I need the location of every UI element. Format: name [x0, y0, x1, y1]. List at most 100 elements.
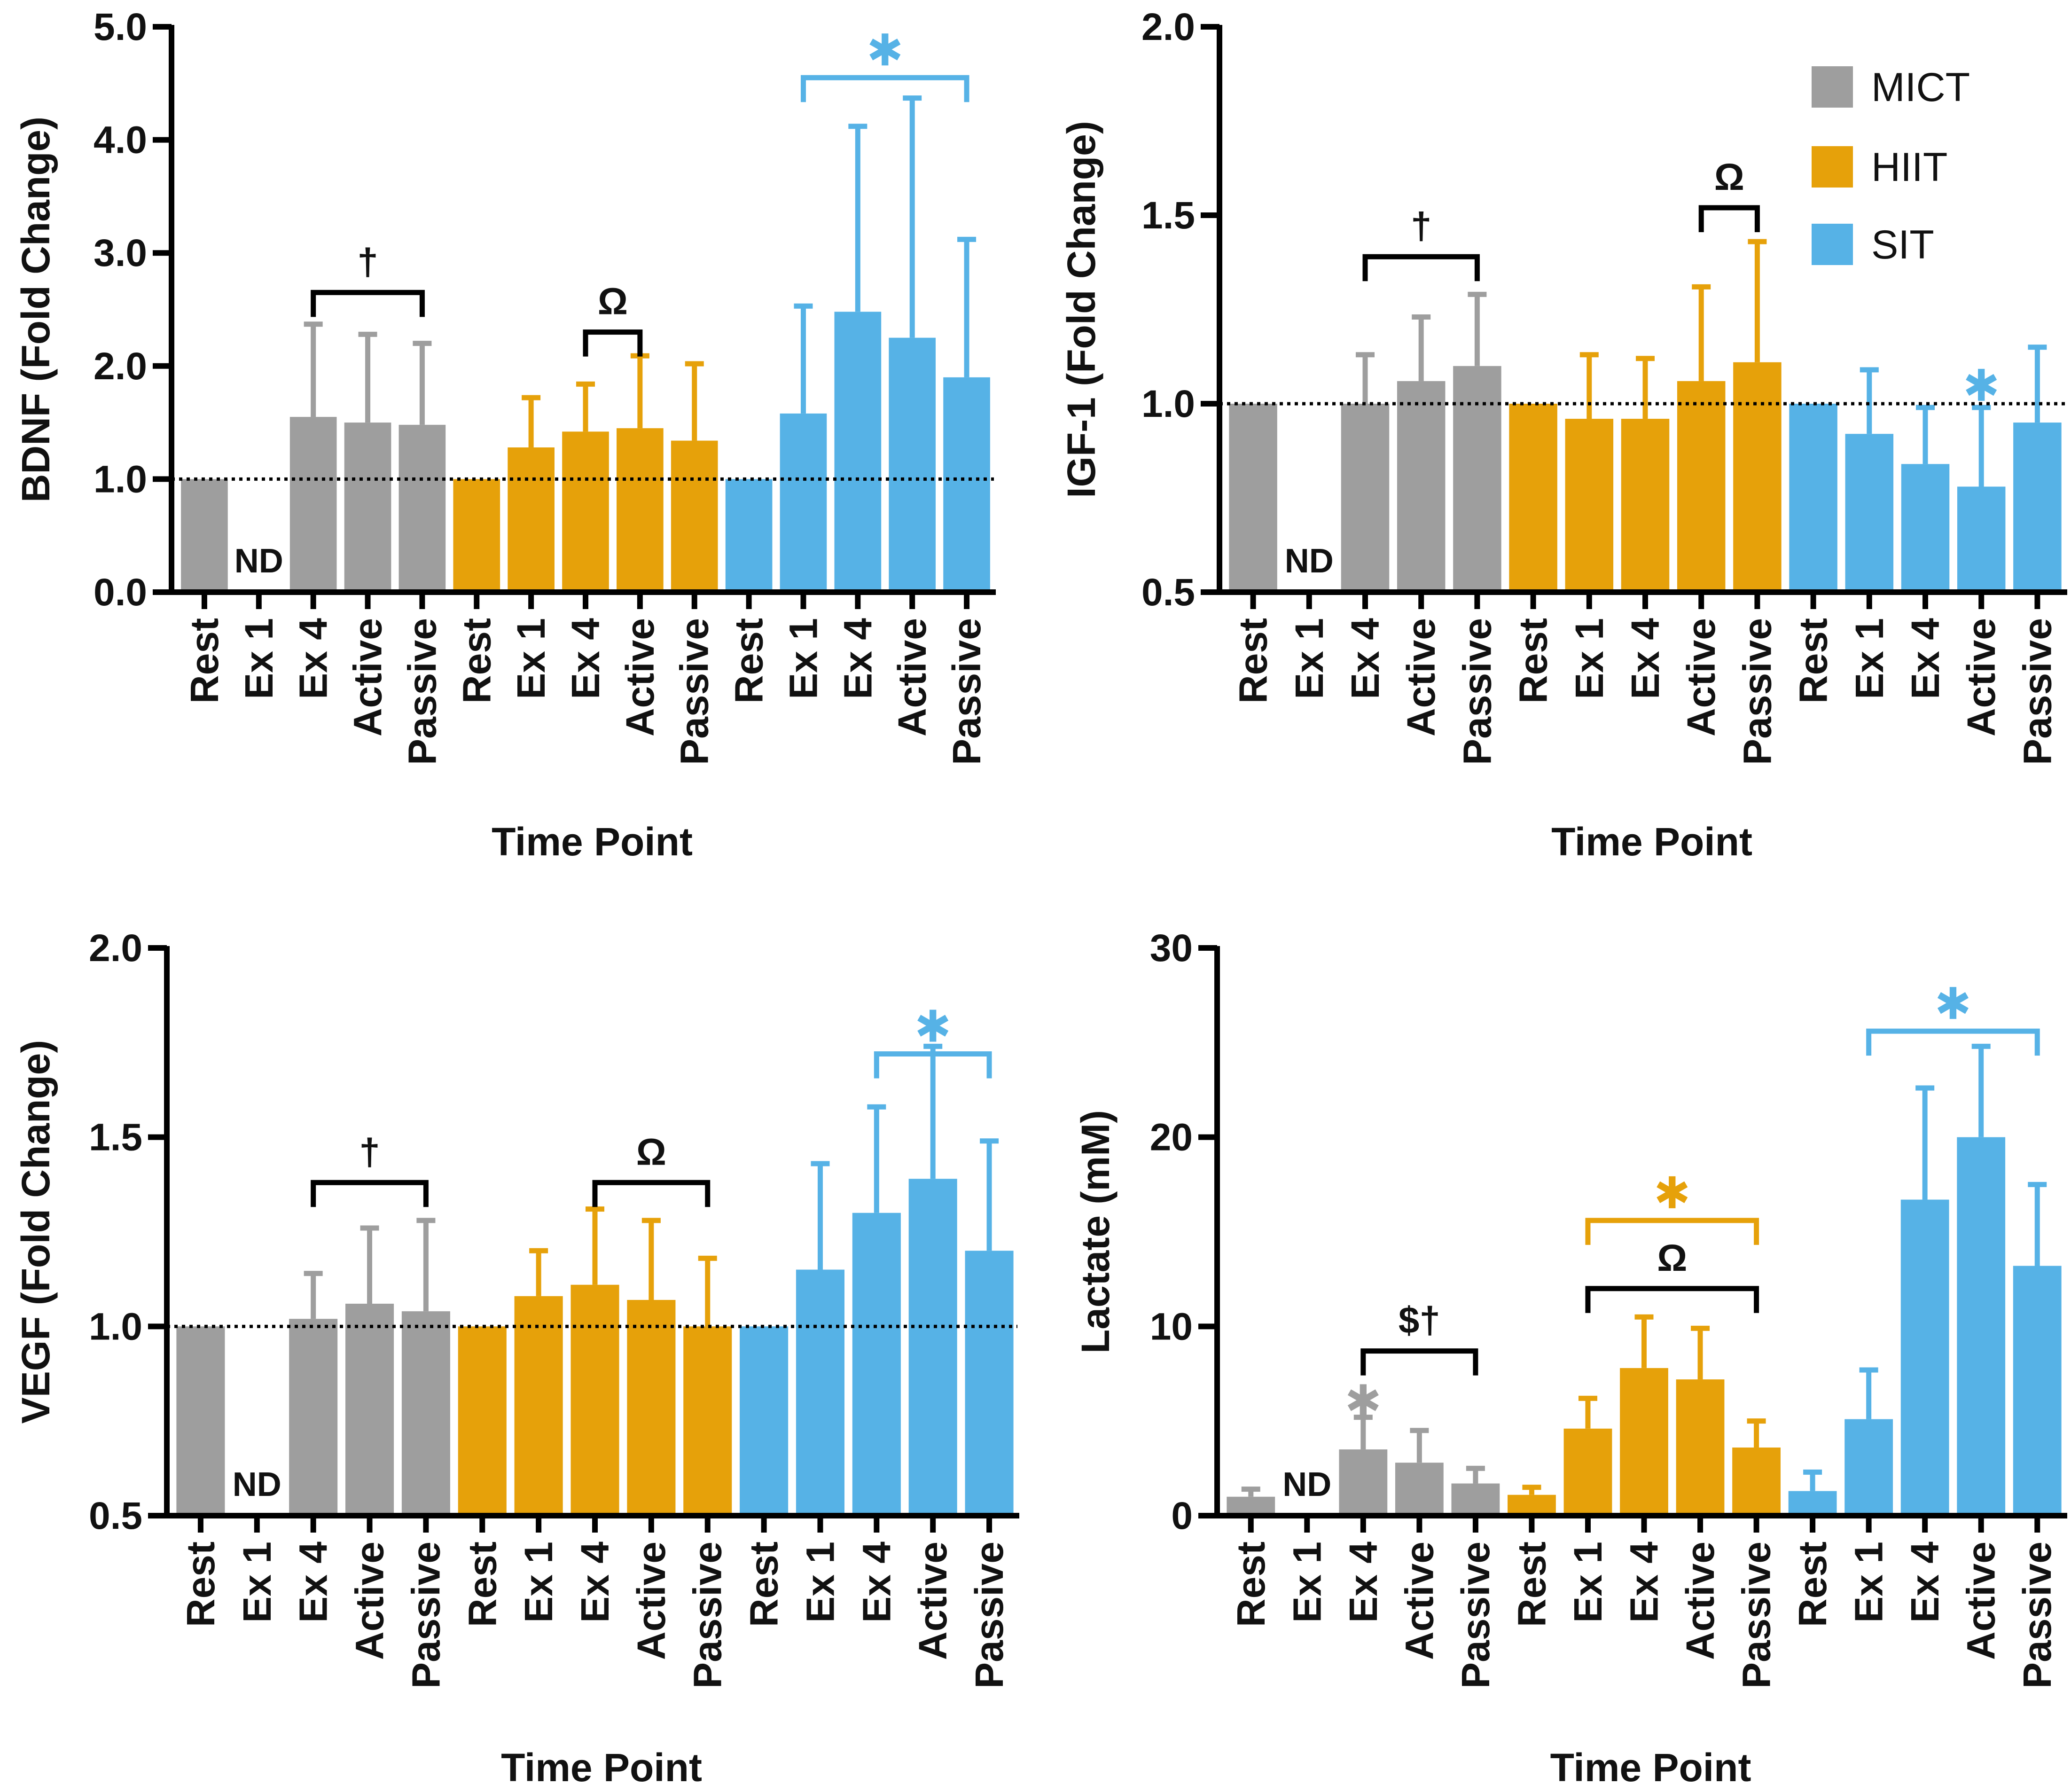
x-tick-label: Passive — [1735, 618, 1779, 765]
bar-sit-2 — [852, 1213, 901, 1516]
x-tick-label: Ex 4 — [573, 1542, 617, 1623]
x-tick-label: Rest — [1791, 618, 1836, 704]
bar-hiit-4 — [671, 440, 718, 592]
significance-symbol: † — [357, 241, 378, 282]
significance-bracket — [1585, 1218, 1759, 1245]
x-tick-label: Passive — [2015, 618, 2059, 765]
bar-sit-0 — [740, 1326, 789, 1516]
y-axis-label: VEGF (Fold Change) — [14, 1040, 58, 1424]
significance-star — [917, 1009, 949, 1042]
significance-bracket — [311, 1180, 429, 1207]
significance-star-stroke — [869, 39, 901, 61]
x-tick-label: Rest — [1229, 1542, 1273, 1627]
x-tick-label: Passive — [1735, 1542, 1779, 1689]
x-tick-label: Ex 1 — [781, 618, 825, 699]
x-tick-label: Active — [348, 1542, 392, 1660]
significance-star-stroke — [1347, 1389, 1379, 1411]
bar-sit-4 — [965, 1251, 1014, 1516]
vegf-chart: 0.5 1.0 1.5 2.0 Rest Ex 1 Ex 4 Active Passive Res… — [14, 927, 1019, 1790]
x-tick-label: Active — [1959, 1542, 2003, 1660]
bar-hiit-1 — [508, 447, 555, 592]
bar-hiit-3 — [1676, 1379, 1725, 1516]
x-tick-label: Passive — [672, 618, 717, 765]
bar-sit-4 — [2013, 423, 2062, 592]
x-tick-label: Rest — [1509, 1542, 1554, 1627]
bar-sit-0 — [1789, 404, 1837, 592]
x-tick-label: Ex 1 — [509, 618, 553, 699]
bar-hiit-0 — [453, 479, 500, 592]
x-axis-label: Time Point — [1550, 1745, 1751, 1790]
bar-hiit-0 — [458, 1326, 507, 1516]
bar-mict-0 — [176, 1326, 225, 1516]
x-tick-label: Rest — [1790, 1542, 1835, 1627]
x-tick-label: Passive — [967, 1542, 1011, 1689]
significance-star-stroke — [1966, 374, 1997, 396]
y-tick-label: 10 — [1150, 1305, 1193, 1348]
x-tick-label: Active — [629, 1542, 673, 1660]
y-tick-label: 2.0 — [89, 927, 142, 970]
significance-bracket — [1360, 1348, 1478, 1376]
x-tick-label: Active — [1959, 618, 2003, 736]
significance-bracket — [800, 75, 969, 102]
significance-bracket — [1362, 254, 1480, 282]
y-axis-label: BDNF (Fold Change) — [14, 117, 58, 502]
x-tick-label: Ex 4 — [854, 1542, 899, 1623]
bar-sit-2 — [834, 312, 882, 592]
bar-hiit-3 — [1677, 381, 1726, 592]
bar-mict-3 — [344, 423, 391, 592]
y-tick-label: 3.0 — [94, 232, 147, 274]
bar-mict-4 — [399, 424, 446, 592]
y-tick-label: 1.5 — [1141, 194, 1195, 237]
x-tick-label: Ex 1 — [1287, 618, 1331, 699]
significance-star-stroke — [1937, 992, 1969, 1014]
y-axis-label: Lactate (mM) — [1073, 1110, 1118, 1354]
bar-sit-1 — [1844, 1419, 1893, 1516]
x-tick-label: Passive — [404, 1542, 448, 1689]
x-tick-label: Passive — [2015, 1542, 2059, 1689]
x-tick-label: Active — [1679, 618, 1723, 736]
bar-sit-1 — [796, 1269, 845, 1516]
bar-sit-1 — [780, 413, 827, 592]
significance-symbol: Ω — [598, 281, 628, 322]
significance-star-stroke — [917, 1015, 949, 1037]
y-tick-label: 1.0 — [94, 458, 147, 501]
bar-mict-0 — [1229, 404, 1277, 592]
x-tick-label: Ex 1 — [1847, 618, 1891, 699]
bar-mict-4 — [1451, 1483, 1500, 1516]
significance-bracket — [874, 1051, 992, 1079]
legend: MICT HIIT SIT — [1812, 65, 1970, 267]
y-tick-label: 0.0 — [94, 571, 147, 614]
x-tick-label: Ex 1 — [237, 618, 281, 699]
bar-hiit-1 — [514, 1296, 563, 1516]
significance-star — [1347, 1384, 1379, 1416]
y-tick-label: 30 — [1150, 927, 1193, 970]
y-tick-label: 2.0 — [94, 345, 147, 388]
bar-sit-4 — [2013, 1266, 2062, 1516]
bar-sit-3 — [1957, 486, 2006, 592]
x-tick-label: Ex 1 — [1567, 618, 1611, 699]
nd-label: ND — [1285, 542, 1334, 580]
x-tick-label: Ex 4 — [1343, 618, 1387, 699]
nd-label: ND — [234, 542, 283, 580]
y-tick-label: 20 — [1150, 1116, 1193, 1159]
bar-mict-3 — [1395, 1463, 1444, 1516]
significance-bracket — [592, 1180, 711, 1207]
legend-label-hiit: HIIT — [1871, 145, 1947, 190]
y-tick-label: 2.0 — [1141, 6, 1195, 48]
nd-label: ND — [233, 1466, 281, 1503]
bar-sit-1 — [1845, 434, 1894, 592]
bar-hiit-0 — [1509, 404, 1557, 592]
x-tick-label: Ex 4 — [291, 618, 336, 699]
bar-sit-0 — [725, 479, 773, 592]
bar-mict-4 — [401, 1311, 450, 1516]
x-tick-label: Ex 1 — [798, 1542, 842, 1623]
x-tick-label: Rest — [727, 618, 771, 704]
bar-mict-3 — [345, 1304, 394, 1516]
significance-symbol: $† — [1399, 1299, 1440, 1341]
significance-star-stroke — [1657, 1181, 1688, 1204]
legend-swatch-mict — [1812, 66, 1853, 108]
x-tick-label: Rest — [179, 1542, 223, 1627]
